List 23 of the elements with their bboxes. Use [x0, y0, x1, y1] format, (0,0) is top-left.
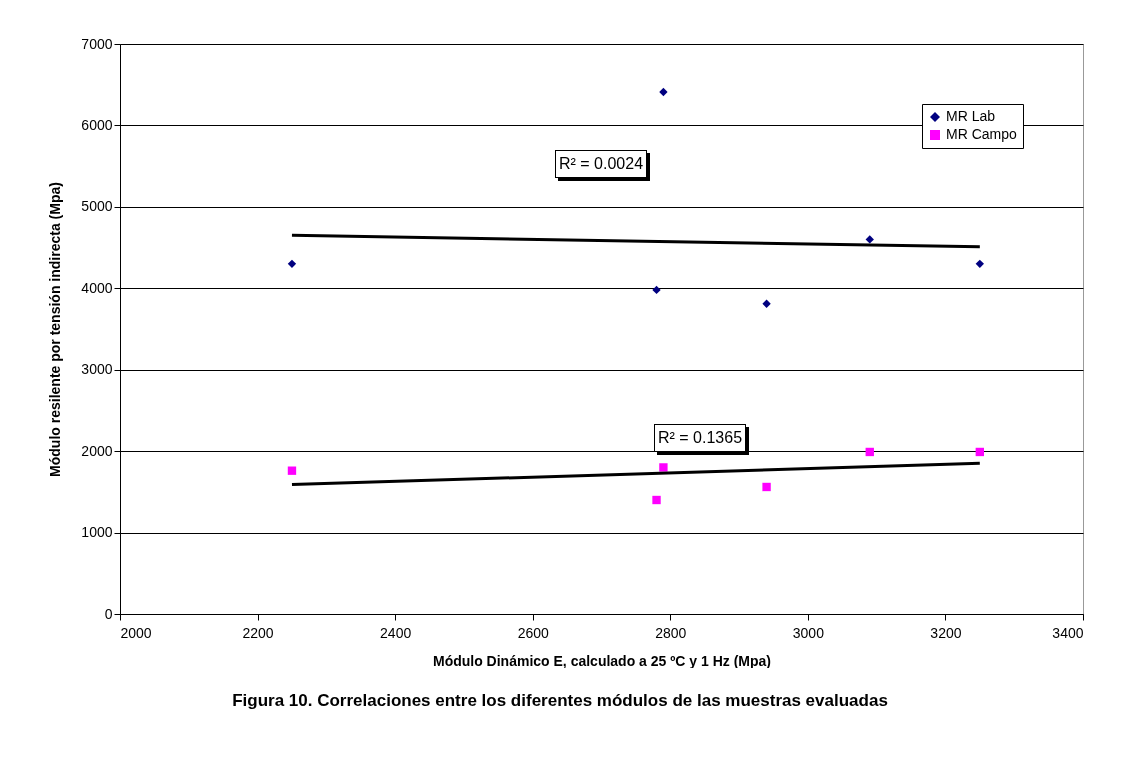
x-tick-label: 3200	[930, 624, 962, 641]
y-tick-label: 3000	[81, 361, 113, 378]
x-axis-title: Módulo Dinámico E, calculado a 25 ºC y 1 Hz (Mpa)	[432, 652, 772, 669]
y-tick-label: 6000	[81, 116, 113, 133]
legend-label: MR Campo	[946, 126, 1018, 142]
legend-label: MR Lab	[946, 108, 996, 124]
y-tick-label: 0	[104, 605, 113, 622]
x-tick-label: 3400	[1052, 624, 1084, 641]
y-tick-label: 7000	[81, 35, 113, 52]
x-tick-label: 3000	[792, 624, 825, 641]
x-tick-label: 2200	[242, 624, 274, 641]
x-tick-label: 2400	[380, 624, 412, 641]
text: Figura 10. Correlaciones entre los diferentes módulos de las muestras evaluadas	[231, 690, 889, 712]
annotation: R² = 0.1365	[654, 424, 747, 452]
y-tick-label: 1000	[81, 524, 113, 541]
annotation: R² = 0.0024	[555, 150, 648, 178]
y-tick-label: 2000	[81, 442, 113, 459]
x-tick-label: 2600	[517, 624, 549, 641]
x-tick-label: 2000	[120, 624, 152, 641]
y-tick-label: 4000	[81, 279, 113, 296]
y-axis-title: Módulo resilente por tensión indirecta (Mpa)	[47, 182, 64, 477]
x-tick-label: 2800	[655, 624, 687, 641]
y-tick-label: 5000	[81, 198, 113, 215]
